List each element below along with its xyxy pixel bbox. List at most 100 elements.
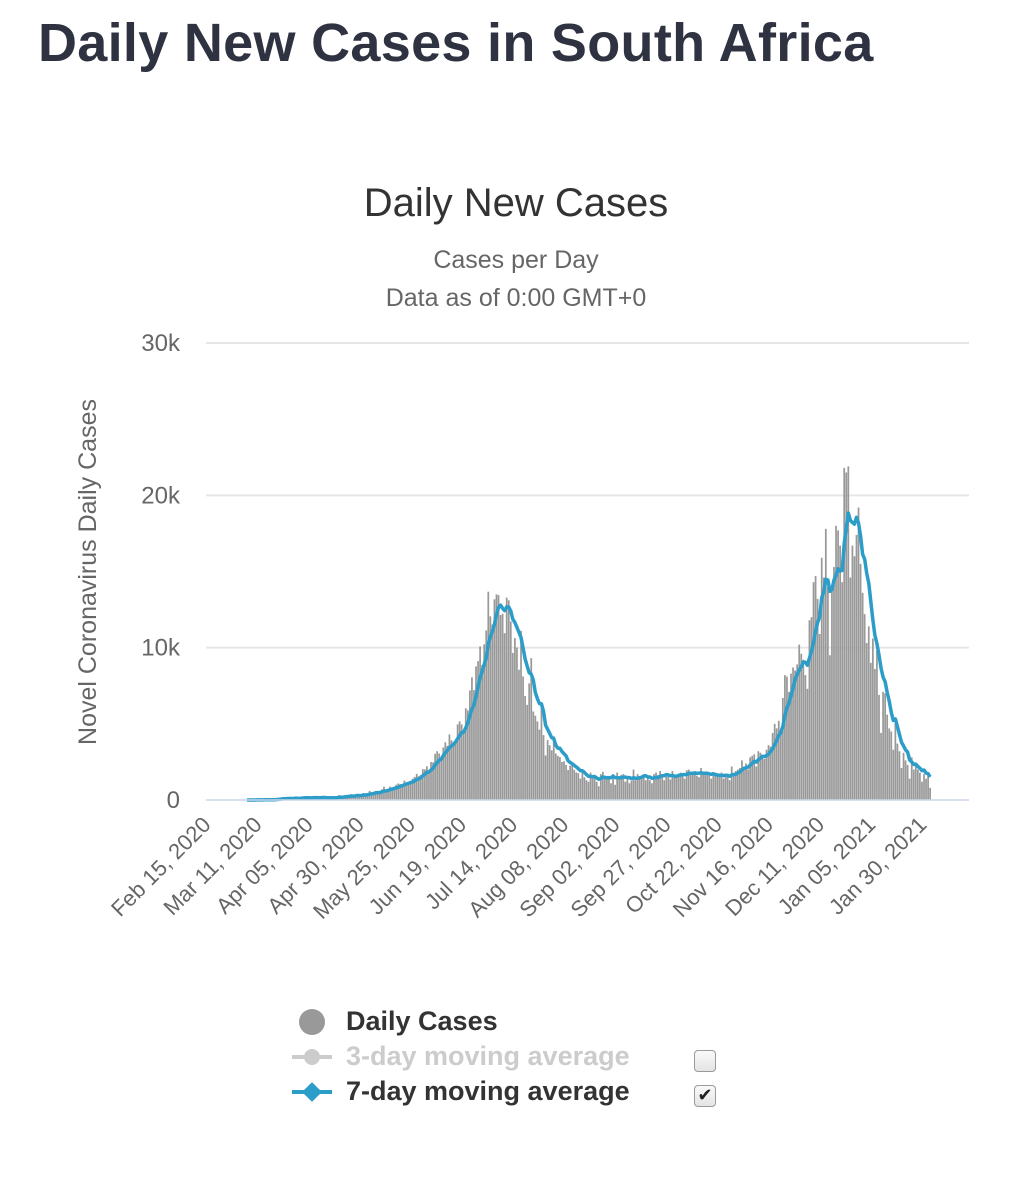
daily-case-bar xyxy=(419,775,422,800)
daily-case-bar xyxy=(395,784,398,800)
daily-case-bar xyxy=(824,528,827,800)
daily-case-bar xyxy=(904,760,907,800)
daily-case-bar xyxy=(432,762,434,800)
daily-case-bar xyxy=(491,624,494,800)
page-title: Daily New Cases in South Africa xyxy=(38,13,874,73)
daily-case-bar xyxy=(370,792,373,800)
daily-case-bar xyxy=(882,691,884,800)
daily-case-bar xyxy=(567,770,569,800)
daily-case-bar xyxy=(473,690,475,800)
daily-case-bar xyxy=(599,774,602,800)
daily-case-bar xyxy=(826,586,829,800)
daily-case-bar xyxy=(890,731,893,800)
daily-case-bar xyxy=(816,598,819,800)
daily-case-bar xyxy=(704,774,706,800)
daily-case-bar xyxy=(372,793,375,800)
daily-case-bar xyxy=(736,769,739,800)
daily-case-bar xyxy=(700,768,702,800)
daily-case-bar xyxy=(563,761,565,800)
legend-7-day-moving-average[interactable]: 7-day moving average xyxy=(290,1076,630,1107)
daily-case-bar xyxy=(522,676,524,800)
daily-case-bar xyxy=(687,769,690,800)
y-tick-label: 0 xyxy=(167,787,180,814)
daily-case-bar xyxy=(839,545,841,800)
daily-case-bar xyxy=(550,750,553,800)
daily-case-bar xyxy=(442,747,445,800)
daily-case-bar xyxy=(405,782,408,800)
seven-day-average-checkbox[interactable]: ✔ xyxy=(694,1085,716,1107)
daily-case-bar xyxy=(577,773,580,800)
daily-case-bar xyxy=(732,774,735,800)
daily-case-bar xyxy=(640,775,643,800)
daily-case-bar xyxy=(632,769,635,800)
daily-case-bar xyxy=(561,761,563,800)
daily-case-bar xyxy=(808,620,811,800)
daily-case-bar xyxy=(841,582,844,800)
daily-case-bar xyxy=(644,780,647,800)
daily-case-bar xyxy=(434,753,436,800)
daily-case-bar xyxy=(610,783,612,800)
daily-case-bar xyxy=(415,773,418,800)
daily-case-bar xyxy=(542,735,545,800)
daily-case-bar xyxy=(477,661,479,800)
daily-case-bar xyxy=(381,789,383,800)
daily-case-bar xyxy=(912,769,915,800)
daily-case-bar xyxy=(389,786,391,800)
daily-case-bar xyxy=(403,780,406,800)
daily-case-bar xyxy=(681,774,684,800)
daily-case-bar xyxy=(548,745,551,800)
legend-daily-cases[interactable]: Daily Cases xyxy=(290,1006,498,1037)
daily-case-bar xyxy=(784,675,786,800)
daily-case-bar xyxy=(753,754,756,800)
daily-case-bar xyxy=(493,599,496,800)
daily-case-bar xyxy=(851,545,854,800)
daily-case-bar xyxy=(779,731,782,800)
daily-case-bar xyxy=(755,766,758,800)
daily-case-bar xyxy=(655,772,657,800)
chart-title: Daily New Cases xyxy=(364,181,669,225)
daily-case-bar xyxy=(896,743,899,800)
daily-case-bar xyxy=(884,693,887,800)
daily-case-bar xyxy=(440,758,443,800)
daily-case-bar xyxy=(495,594,498,800)
daily-case-bar xyxy=(514,638,516,800)
daily-case-bar xyxy=(749,757,751,800)
daily-case-bar xyxy=(638,777,641,800)
legend-3-day-moving-average[interactable]: 3-day moving average xyxy=(290,1041,630,1072)
daily-case-bar xyxy=(511,652,514,800)
daily-case-bar xyxy=(595,781,598,800)
daily-case-bar xyxy=(683,778,686,800)
y-tick-label: 30k xyxy=(141,330,181,357)
daily-case-bar xyxy=(908,778,911,800)
daily-case-bar xyxy=(843,467,846,800)
daily-case-bar xyxy=(685,770,688,800)
y-axis-ticks: 0 10k 20k 30k xyxy=(141,330,181,814)
three-day-average-checkbox[interactable] xyxy=(694,1050,716,1072)
y-tick-label: 20k xyxy=(141,482,181,509)
daily-case-bar xyxy=(871,638,874,800)
daily-case-bar xyxy=(712,772,715,800)
daily-case-bar xyxy=(925,778,927,800)
daily-case-bar xyxy=(800,653,803,800)
daily-case-bar xyxy=(820,557,823,800)
daily-case-bar xyxy=(751,755,754,800)
daily-case-bar xyxy=(601,771,604,800)
daily-case-bar xyxy=(649,780,651,800)
daily-case-bar xyxy=(409,780,412,800)
daily-case-bar xyxy=(376,791,379,800)
daily-case-bar xyxy=(444,742,447,800)
daily-case-bar xyxy=(786,676,788,800)
daily-case-bar xyxy=(708,775,711,800)
daily-case-bar xyxy=(698,777,700,800)
daily-case-bar xyxy=(910,757,913,800)
daily-case-bar xyxy=(765,749,768,800)
daily-case-bar xyxy=(385,790,387,800)
daily-case-bar xyxy=(374,791,377,800)
daily-case-bar xyxy=(393,788,396,800)
daily-case-bar xyxy=(892,749,895,800)
daily-case-bar xyxy=(464,708,467,800)
daily-case-bar xyxy=(593,777,596,800)
daily-case-bar xyxy=(360,795,363,800)
daily-case-bar xyxy=(573,769,576,800)
daily-case-bar xyxy=(612,774,614,800)
